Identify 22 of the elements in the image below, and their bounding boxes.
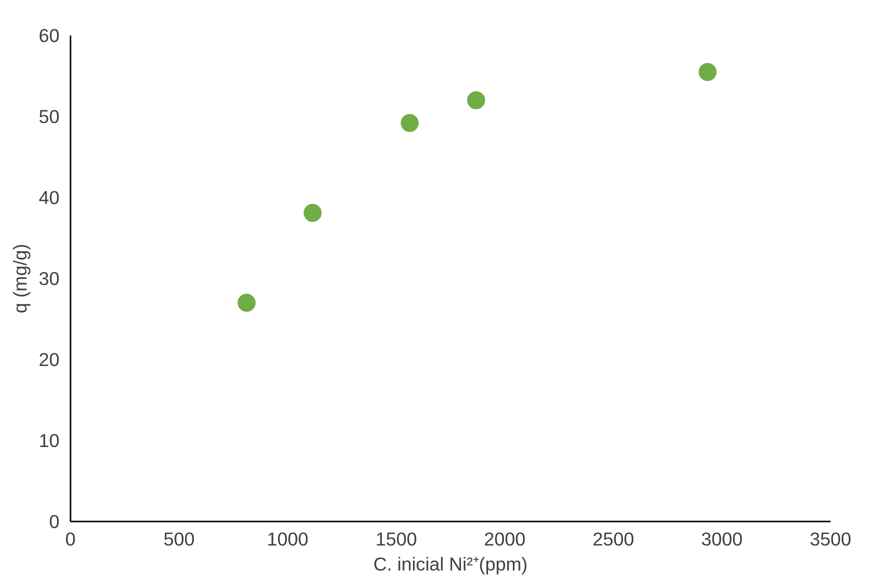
y-tick-label: 30 bbox=[38, 268, 60, 289]
x-tick-label: 500 bbox=[164, 528, 195, 550]
point bbox=[400, 114, 419, 132]
y-axis-title: q (mg/g) bbox=[10, 244, 31, 314]
x-tick-label: 3000 bbox=[701, 528, 743, 550]
x-tick-label: 3500 bbox=[810, 528, 852, 550]
x-tick-label: 2500 bbox=[592, 528, 634, 550]
y-tick-label: 50 bbox=[38, 106, 60, 127]
point bbox=[238, 294, 256, 312]
x-tick-label: 1000 bbox=[266, 528, 308, 550]
y-tick-label: 10 bbox=[38, 430, 60, 451]
y-tick-label: 20 bbox=[38, 349, 60, 370]
y-tick-label: 40 bbox=[38, 187, 60, 208]
x-tick-label: 1500 bbox=[375, 528, 417, 550]
point bbox=[467, 91, 486, 110]
point bbox=[304, 204, 322, 222]
x-tick-label: 2000 bbox=[484, 528, 526, 550]
x-axis-title: C. inicial Ni²⁺(ppm) bbox=[373, 554, 528, 574]
y-tick-label: 0 bbox=[49, 511, 60, 532]
x-tick-label: 0 bbox=[65, 528, 76, 550]
point bbox=[698, 62, 717, 81]
y-tick-label: 60 bbox=[38, 25, 60, 46]
